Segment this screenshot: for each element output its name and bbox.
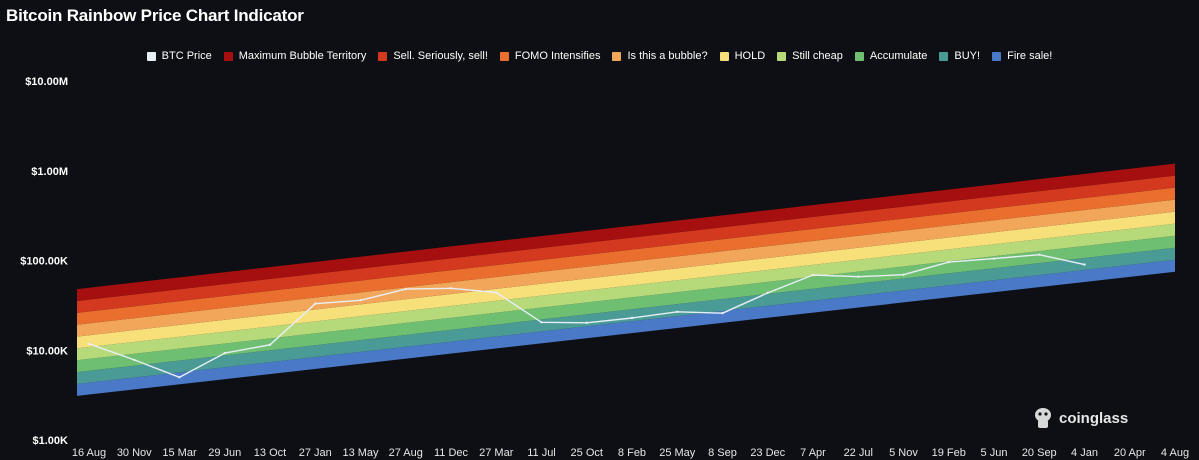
- legend-item[interactable]: BTC Price: [146, 50, 212, 62]
- btc-price-point: [133, 358, 136, 362]
- coinglass-watermark: coinglass: [1032, 406, 1128, 430]
- chart-legend: BTC Price Maximum Bubble Territory Sell. S…: [0, 50, 1199, 62]
- legend-swatch: [719, 51, 729, 61]
- y-tick-label: $100.00K: [20, 256, 68, 268]
- btc-price-point: [268, 343, 272, 347]
- rainbow-band: [77, 175, 1175, 313]
- legend-swatch: [992, 51, 1002, 61]
- legend-item[interactable]: HOLD: [719, 50, 766, 62]
- rainbow-band: [77, 163, 1175, 301]
- legend-swatch: [939, 51, 949, 61]
- x-tick-label: 11 Jul: [527, 447, 556, 459]
- btc-price-point: [1083, 263, 1086, 266]
- x-tick-label: 30 Nov: [117, 447, 152, 459]
- x-tick-label: 25 May: [659, 447, 696, 459]
- legend-swatch: [612, 51, 622, 61]
- legend-label: BTC Price: [161, 50, 212, 62]
- chart-title: Bitcoin Rainbow Price Chart Indicator: [6, 6, 304, 25]
- x-tick-label: 23 Dec: [750, 447, 785, 459]
- legend-label: Accumulate: [869, 50, 928, 62]
- btc-price-point: [857, 275, 860, 278]
- x-tick-label: 7 Apr: [800, 447, 826, 459]
- legend-item[interactable]: BUY!: [939, 50, 980, 62]
- x-tick-label: 27 Jan: [299, 447, 332, 459]
- x-tick-label: 27 Aug: [389, 447, 423, 459]
- legend-label: FOMO Intensifies: [514, 50, 601, 62]
- btc-price-point: [947, 260, 950, 264]
- legend-swatch: [223, 51, 233, 61]
- rainbow-band: [77, 199, 1175, 337]
- y-tick-label: $10.00K: [26, 345, 68, 357]
- btc-price-point: [449, 287, 453, 290]
- rainbow-band: [77, 223, 1175, 361]
- legend-swatch: [378, 51, 388, 61]
- legend-label: Is this a bubble?: [627, 50, 708, 62]
- legend-label: Sell. Seriously, sell!: [393, 50, 488, 62]
- legend-label: Fire sale!: [1007, 50, 1053, 62]
- btc-price-point: [178, 376, 181, 379]
- btc-price-point: [223, 351, 226, 355]
- legend-item[interactable]: Is this a bubble?: [612, 50, 708, 62]
- btc-price-point: [992, 257, 996, 260]
- x-tick-label: 4 Jan: [1071, 447, 1098, 459]
- legend-item[interactable]: Sell. Seriously, sell!: [378, 50, 488, 62]
- legend-swatch: [777, 51, 787, 61]
- x-tick-label: 13 May: [342, 447, 379, 459]
- x-tick-label: 25 Oct: [571, 447, 603, 459]
- x-tick-label: 16 Aug: [72, 447, 106, 459]
- btc-price-point: [676, 310, 679, 314]
- rainbow-band: [77, 211, 1175, 349]
- btc-price-point: [721, 311, 724, 315]
- btc-price-point: [404, 287, 407, 291]
- btc-price-point: [540, 321, 543, 324]
- y-tick-label: $1.00M: [31, 166, 68, 178]
- btc-price-point: [87, 342, 91, 345]
- x-tick-label: 20 Apr: [1114, 447, 1146, 459]
- x-tick-label: 13 Oct: [254, 447, 286, 459]
- x-tick-label: 15 Mar: [162, 447, 197, 459]
- legend-label: BUY!: [954, 50, 981, 62]
- x-tick-label: 19 Feb: [932, 447, 966, 459]
- legend-item[interactable]: FOMO Intensifies: [499, 50, 601, 62]
- btc-price-point: [359, 299, 362, 302]
- legend-item[interactable]: Fire sale!: [992, 50, 1052, 62]
- x-tick-label: 5 Nov: [889, 447, 918, 459]
- legend-item[interactable]: Accumulate: [854, 50, 928, 62]
- x-tick-label: 22 Jul: [844, 447, 873, 459]
- btc-price-point: [811, 273, 815, 277]
- x-tick-label: 11 Dec: [434, 447, 469, 459]
- btc-price-point: [630, 316, 634, 320]
- legend-item[interactable]: Maximum Bubble Territory: [223, 50, 367, 62]
- btc-price-point: [902, 273, 905, 276]
- rainbow-band: [77, 259, 1175, 396]
- btc-price-point: [1038, 253, 1041, 256]
- x-tick-label: 29 Jun: [208, 447, 241, 459]
- x-tick-label: 20 Sep: [1022, 447, 1057, 459]
- coinglass-logo-icon: [1035, 408, 1051, 428]
- rainbow-band: [77, 187, 1175, 325]
- x-tick-label: 27 Mar: [479, 447, 514, 459]
- btc-price-point: [766, 291, 769, 295]
- x-tick-label: 5 Jun: [981, 447, 1008, 459]
- y-tick-label: $1.00K: [33, 435, 69, 447]
- watermark-text: coinglass: [1059, 409, 1129, 427]
- btc-price-point: [585, 321, 588, 325]
- legend-label: Maximum Bubble Territory: [238, 50, 367, 62]
- btc-price-point: [314, 302, 317, 305]
- x-tick-label: 4 Aug: [1161, 447, 1189, 459]
- x-tick-label: 8 Sep: [708, 447, 737, 459]
- legend-swatch: [499, 51, 509, 61]
- legend-item[interactable]: Still cheap: [777, 50, 843, 62]
- rainbow-band: [77, 247, 1175, 385]
- legend-label: HOLD: [734, 50, 766, 62]
- legend-swatch: [146, 51, 156, 61]
- legend-swatch: [854, 51, 864, 61]
- x-tick-label: 8 Feb: [618, 447, 646, 459]
- btc-price-point: [495, 291, 498, 294]
- y-tick-label: $10.00M: [25, 76, 68, 88]
- rainbow-band: [77, 235, 1175, 373]
- legend-label: Still cheap: [792, 50, 843, 62]
